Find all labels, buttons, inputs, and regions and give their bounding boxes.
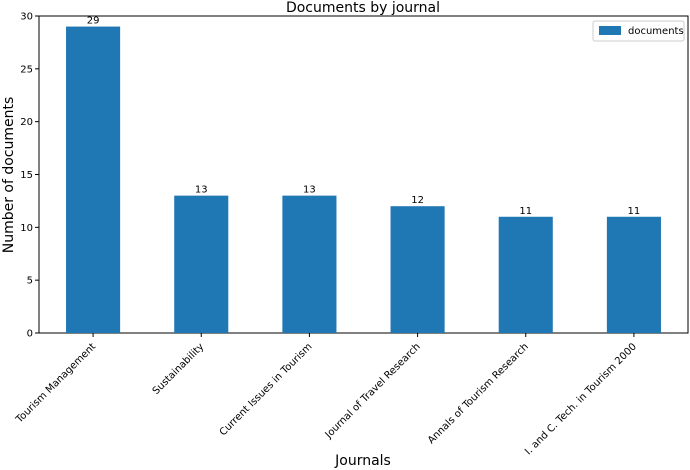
x-tick-label-3: Journal of Travel Research (323, 341, 423, 441)
y-tick-label-6: 30 (20, 12, 33, 23)
bar-0 (66, 26, 121, 334)
y-tick-label-4: 20 (20, 117, 33, 128)
legend-label: documents (628, 26, 684, 37)
bars-group (66, 26, 661, 334)
data-label-2: 13 (303, 185, 316, 196)
data-label-0: 29 (87, 16, 100, 27)
y-tick-label-2: 10 (20, 223, 33, 234)
x-tick-label-0: Tourism Management (14, 341, 99, 426)
y-axis: 0 5 10 15 20 25 30 (20, 12, 39, 340)
y-tick-label-1: 5 (27, 276, 33, 287)
chart-title: Documents by journal (286, 0, 440, 16)
data-label-4: 11 (519, 206, 532, 217)
data-label-5: 11 (628, 206, 641, 217)
data-label-1: 13 (195, 185, 208, 196)
x-tick-label-5: I. and C. Tech. in Tourism 2000 (523, 341, 639, 457)
data-label-3: 12 (411, 195, 424, 206)
legend-swatch (599, 26, 621, 35)
bar-4 (498, 216, 553, 333)
bar-1 (174, 195, 229, 333)
legend: documents (592, 20, 685, 42)
y-axis-label: Number of documents (1, 97, 17, 254)
x-tick-label-4: Annals of Tourism Research (426, 341, 531, 446)
x-tick-label-2: Current Issues in Tourism (218, 341, 315, 438)
bar-3 (390, 206, 445, 333)
x-axis: Tourism Management Sustainability Current … (14, 333, 639, 457)
plot-frame (38, 15, 689, 334)
y-tick-label-5: 25 (20, 64, 33, 75)
x-axis-label: Journals (334, 453, 391, 469)
x-tick-label-1: Sustainability (151, 341, 207, 397)
y-tick-label-0: 0 (27, 329, 33, 340)
bar-2 (282, 195, 337, 333)
bar-5 (606, 216, 661, 333)
y-tick-label-3: 15 (20, 170, 33, 181)
data-labels-group: 29 13 13 12 11 11 (87, 16, 641, 217)
